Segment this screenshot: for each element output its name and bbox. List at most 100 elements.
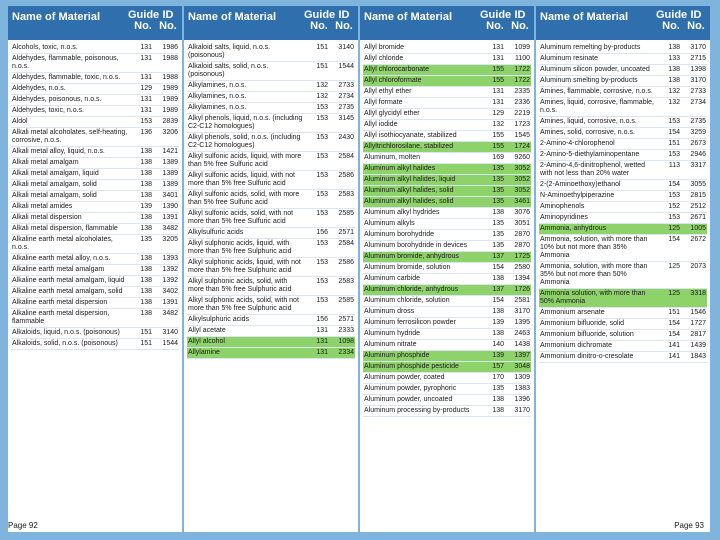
material-name: Alkali metal amalgam, liquid [12,170,99,177]
id-number: 2571 [338,229,354,236]
material-name: Aluminum alkyl hydrides [364,209,440,216]
id-number: 2815 [690,192,706,199]
column-header: Name of Material Guide No. ID No. [8,6,182,40]
material-row: Ammonium arsenate 151 1546 [539,308,707,319]
guide-number: 135 [492,198,504,205]
guide-number: 154 [668,181,680,188]
guide-number: 138 [140,310,152,317]
id-number: 2870 [514,231,530,238]
id-number: 1394 [514,275,530,282]
material-name: Alkaline earth metal alloy, n.o.s. [12,255,111,262]
guide-number: 153 [316,259,328,266]
id-number: 3461 [514,198,530,205]
material-name: N-Aminoethylpiperazine [540,192,615,199]
header-id: ID No. [335,9,353,32]
material-name: Alkaloids, solid, n.o.s. (poisonous) [12,340,118,347]
id-number: 3048 [514,363,530,370]
material-row: Alkaloids, solid, n.o.s. (poisonous) 151 1… [11,339,179,350]
guide-number: 155 [492,132,504,139]
guide-number: 138 [668,44,680,51]
material-name: Aluminum powder, coated [364,374,445,381]
highlighted-material-row: Aluminum chloride, anhydrous 137 1726 [363,285,531,296]
material-name: Alkaline earth metal dispersion [12,299,108,306]
guide-number: 153 [316,278,328,285]
material-row: Alkaline earth metal amalgam, solid 138 34… [11,287,179,298]
guide-number: 140 [492,341,504,348]
id-number: 2584 [338,153,354,160]
header-guide: Guide No. [304,9,336,32]
material-name: Aldehydes, flammable, toxic, n.o.s. [12,74,121,81]
material-name: Aluminum chloride, solution [364,297,450,304]
column-3: Name of Material Guide No. ID No. Allyl br… [360,6,534,532]
material-row: Alkaline earth metal alloy, n.o.s. 138 139… [11,254,179,265]
material-name: Alkyl sulphonic acids, liquid, with not … [188,259,301,274]
guide-number: 131 [140,107,152,114]
guide-number: 153 [668,214,680,221]
id-number: 1989 [162,85,178,92]
material-row: Alkali metal amides 139 1390 [11,202,179,213]
material-row: Alkaline earth metal dispersion, flammab… [11,309,179,328]
guide-number: 152 [668,203,680,210]
material-name: Alkaloids, liquid, n.o.s. (poisonous) [12,329,120,336]
id-number: 2585 [338,297,354,304]
material-row: Aluminum nitrate 140 1438 [363,340,531,351]
id-number: 1546 [690,309,706,316]
guide-number: 153 [668,192,680,199]
material-name: Alkali metal dispersion, flammable [12,225,118,232]
column-header: Name of Material Guide No. ID No. [536,6,710,40]
material-row: Aluminum alkyl hydrides 138 3076 [363,208,531,219]
guide-number: 153 [140,118,152,125]
material-row: Allyl formate 131 2336 [363,98,531,109]
id-number: 1392 [162,277,178,284]
id-number: 1389 [162,170,178,177]
guide-number: 141 [668,342,680,349]
column-2: Name of Material Guide No. ID No. Alkaloid… [184,6,358,532]
id-number: 2463 [514,330,530,337]
highlighted-material-row: Aluminum alkyl halides, solid 135 3052 [363,186,531,197]
guide-number: 153 [316,153,328,160]
material-name: Allyltrichlorosilane, stabilized [364,143,454,150]
id-number: 2715 [690,55,706,62]
material-name: Alkyl sulfonic acids, solid, with not mo… [188,210,294,225]
material-row: Ammonia, solution, with more than 10% bu… [539,235,707,262]
guide-number: 135 [492,385,504,392]
guide-number: 156 [316,316,328,323]
column-body: Allyl bromide 131 1099 Allyl chloride 131 110… [360,40,534,532]
material-name: Ammonia, solution, with more than 10% bu… [540,236,648,259]
column-1: Name of Material Guide No. ID No. Alcohols… [8,6,182,532]
guide-number: 135 [140,236,152,243]
material-name: Alkyl sulfonic acids, liquid, with more … [188,153,302,168]
guide-number: 132 [668,88,680,95]
guide-number: 136 [140,129,152,136]
material-name: Allyl glycidyl ether [364,110,420,117]
material-name: Ammonium bifluoride, solution [540,331,634,338]
guide-number: 151 [668,140,680,147]
id-number: 1391 [162,214,178,221]
guide-number: 132 [492,121,504,128]
material-name: 2-Amino-4-chlorophenol [540,140,615,147]
id-number: 2733 [690,88,706,95]
material-row: Alkali metal alcoholates, self-heating, … [11,128,179,147]
header-name: Name of Material [188,11,277,23]
material-name: Allyl chloroformate [364,77,422,84]
material-row: Alkyl sulphonic acids, liquid, with not … [187,258,355,277]
guide-number: 138 [492,330,504,337]
guide-number: 153 [316,134,328,141]
id-number: 3170 [690,44,706,51]
material-name: Aldehydes, n.o.s. [12,85,66,92]
material-name: Aldehydes, poisonous, n.o.s. [12,96,102,103]
material-name: Allylamine [188,349,220,356]
guide-number: 137 [492,286,504,293]
material-row: Aluminum powder, pyrophoric 135 1383 [363,384,531,395]
guide-number: 139 [492,319,504,326]
id-number: 3052 [514,176,530,183]
guide-number: 138 [492,407,504,414]
guide-number: 138 [140,181,152,188]
material-row: Ammonium dichromate 141 1439 [539,341,707,352]
material-row: Alkyl phenols, liquid, n.o.s. (including… [187,114,355,133]
material-row: Aluminum silicon powder, uncoated 138 1398 [539,65,707,76]
material-name: Aluminum bromide, anhydrous [364,253,459,260]
material-name: Aldol [12,118,28,125]
material-name: Aluminum resinate [540,55,598,62]
column-4: Name of Material Guide No. ID No. Aluminum… [536,6,710,532]
